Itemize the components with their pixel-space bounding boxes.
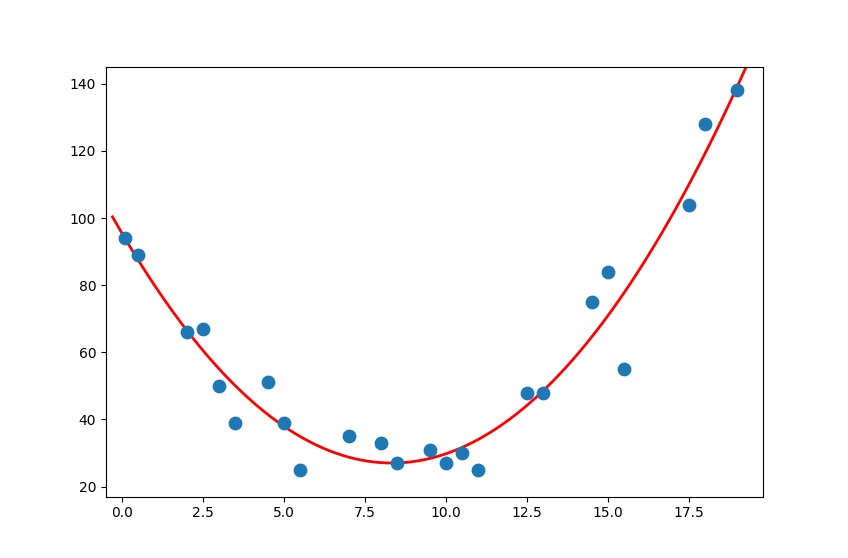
- Point: [213, 381, 226, 390]
- Point: [730, 86, 744, 95]
- Point: [520, 388, 533, 397]
- Point: [698, 119, 711, 128]
- Point: [391, 459, 404, 468]
- Point: [536, 388, 550, 397]
- Point: [439, 459, 453, 468]
- Point: [261, 378, 275, 387]
- Point: [342, 432, 355, 441]
- Point: [229, 418, 243, 427]
- Point: [682, 200, 695, 209]
- Point: [277, 418, 291, 427]
- Point: [180, 328, 193, 336]
- Point: [423, 445, 437, 454]
- Point: [375, 439, 388, 448]
- Point: [119, 234, 132, 243]
- Point: [601, 267, 615, 276]
- Point: [197, 324, 210, 333]
- Point: [585, 297, 599, 306]
- Point: [131, 251, 145, 259]
- Point: [471, 465, 485, 474]
- Point: [617, 364, 631, 373]
- Point: [293, 465, 307, 474]
- Point: [455, 449, 469, 458]
